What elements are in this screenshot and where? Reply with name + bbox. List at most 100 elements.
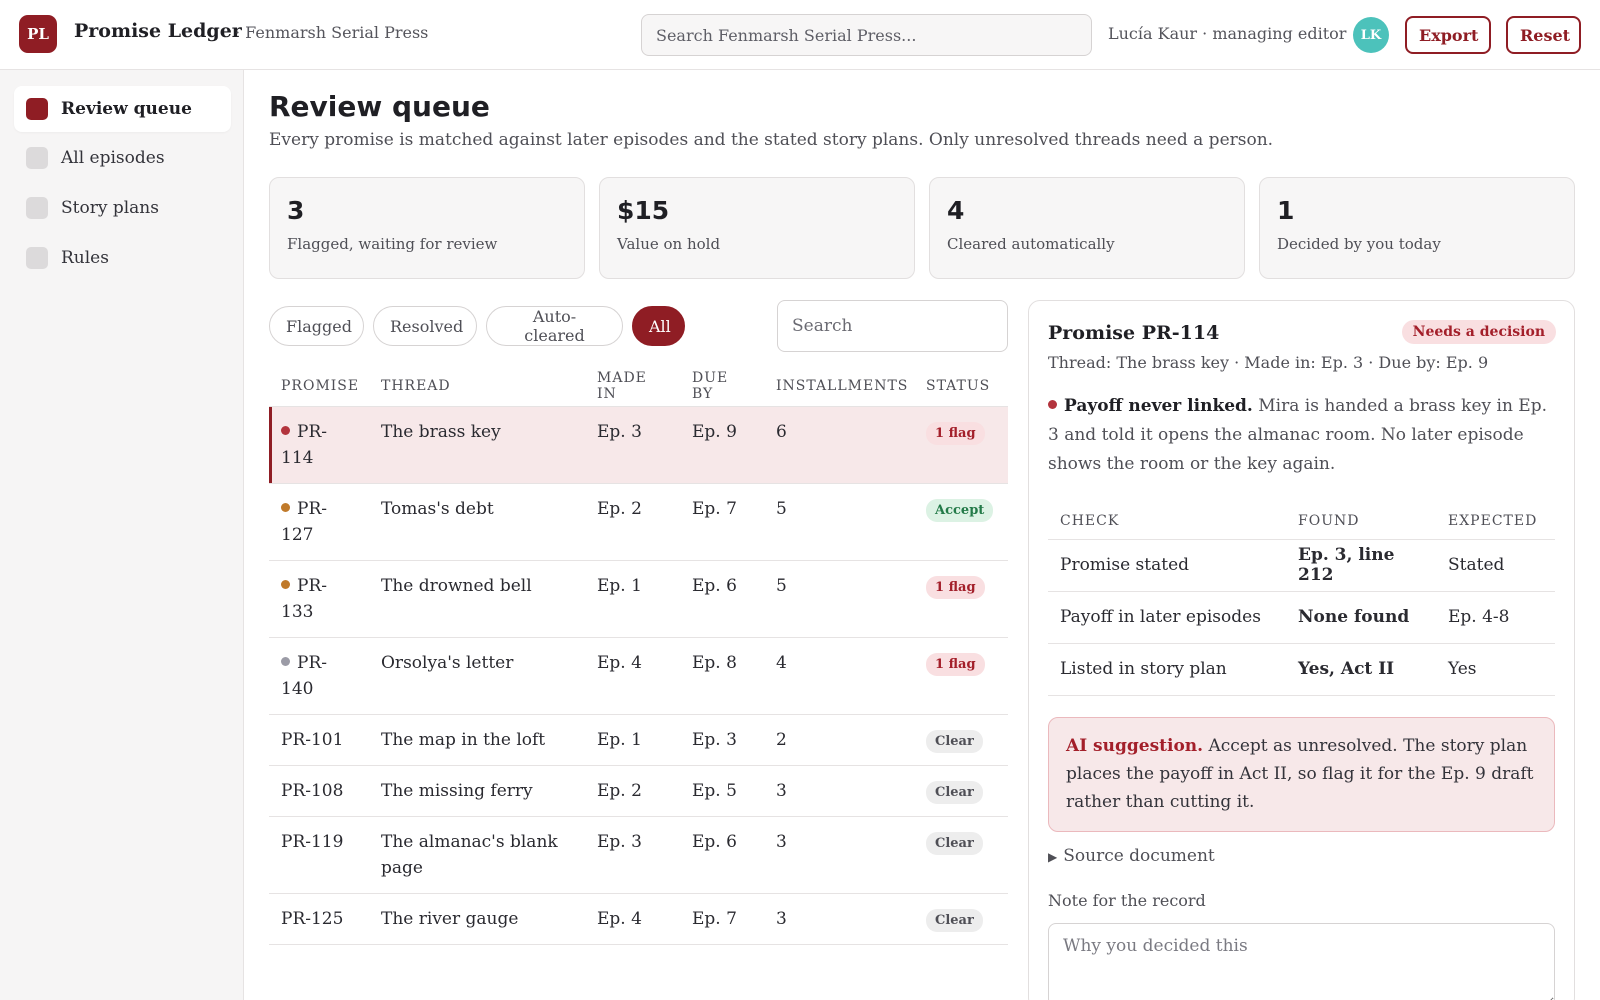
check-found[interactable]: Ep. 3, line 212 [1286, 538, 1436, 591]
thread-cell: The brass key [369, 405, 585, 483]
promise-id-cell: PR-101 [269, 713, 369, 765]
app-logo[interactable]: PL [19, 15, 57, 53]
made-in-cell-text: Ep. 3 [597, 421, 642, 442]
column-header[interactable]: DUE BY [692, 369, 729, 402]
review-queue-icon [26, 98, 48, 120]
stat-value: 3 [287, 196, 305, 225]
promise-id-cell-text: PR-133 [281, 575, 327, 622]
sidebar-item-label: Story plans [61, 198, 159, 218]
check-found[interactable]: Yes, Act II [1286, 642, 1436, 696]
due-by-cell-text: Ep. 7 [692, 498, 737, 519]
filter-flagged[interactable]: Flagged [269, 306, 364, 346]
priority-dot-icon [281, 502, 290, 512]
installments-cell-text: 3 [776, 780, 787, 801]
check-expected: Yes [1436, 642, 1555, 696]
table-row[interactable]: PR-133 The drowned bell Ep. 1 Ep. 6 5 1 flag [269, 559, 1008, 637]
made-in-cell: Ep. 3 [585, 405, 680, 483]
made-in-cell: Ep. 2 [585, 482, 680, 560]
ai-suggestion: AI suggestion. Accept as unresolved. The… [1048, 717, 1555, 832]
check-name: Payoff in later episodes [1048, 590, 1286, 643]
avatar[interactable]: LK [1353, 17, 1389, 53]
status-badge: Accept [926, 498, 994, 522]
status-cell: 1 flag [914, 559, 1008, 637]
installments-cell: 5 [764, 559, 914, 637]
due-by-cell: Ep. 5 [680, 764, 764, 816]
promise-detail-panel: Promise PR-114 Needs a decision Thread: … [1028, 300, 1575, 1000]
thread-cell: Tomas's debt [369, 482, 585, 560]
status-badge: Clear [926, 729, 983, 753]
promise-table: PROMISE THREAD MADE IN DUE BY INSTALLMEN… [269, 366, 1008, 945]
note-label: Note for the record [1048, 891, 1206, 910]
installments-cell: 3 [764, 815, 914, 893]
sidebar-item-rules[interactable]: Rules [14, 235, 231, 281]
table-row[interactable]: PR-101 The map in the loft Ep. 1 Ep. 3 2 Clea… [269, 713, 1008, 765]
installments-cell: 5 [764, 482, 914, 560]
table-row[interactable]: PR-127 Tomas's debt Ep. 2 Ep. 7 5 Accept [269, 482, 1008, 560]
story-plans-icon [26, 197, 48, 219]
status-badge: 1 flag [926, 575, 985, 599]
filter-resolved[interactable]: Resolved [373, 306, 477, 346]
installments-cell-text: 5 [776, 498, 787, 519]
table-row[interactable]: PR-108 The missing ferry Ep. 2 Ep. 5 3 Clear [269, 764, 1008, 816]
due-by-cell: Ep. 6 [680, 815, 764, 893]
column-header[interactable]: PROMISE [281, 377, 360, 394]
checks-header-row: CHECK FOUND EXPECTED [1048, 503, 1555, 539]
thread-cell-text: The drowned bell [381, 575, 532, 596]
installments-cell: 2 [764, 713, 914, 765]
column-header: EXPECTED [1448, 512, 1538, 529]
source-document-label: Source document [1063, 846, 1215, 866]
stat-label: Flagged, waiting for review [287, 235, 498, 253]
thread-cell-text: Orsolya's letter [381, 652, 514, 673]
reset-button[interactable]: Reset [1506, 16, 1581, 54]
installments-cell-text: 6 [776, 421, 787, 442]
page-title: Review queue [269, 90, 490, 123]
status-cell: Clear [914, 815, 1008, 893]
status-badge: Clear [926, 780, 983, 804]
due-by-cell: Ep. 6 [680, 559, 764, 637]
sidebar-item-review-queue[interactable]: Review queue [14, 86, 231, 132]
sidebar-item-label: All episodes [61, 148, 165, 168]
installments-cell-text: 4 [776, 652, 787, 673]
promise-id-cell-text: PR-101 [281, 729, 344, 750]
promise-id-cell-text: PR-125 [281, 908, 344, 929]
table-row[interactable]: PR-119 The almanac's blank page Ep. 3 Ep. 6… [269, 815, 1008, 893]
sidebar-item-label: Review queue [61, 99, 192, 119]
made-in-cell-text: Ep. 3 [597, 831, 642, 852]
column-header[interactable]: MADE IN [597, 369, 647, 402]
installments-cell: 3 [764, 764, 914, 816]
promise-id-cell: PR-119 [269, 815, 369, 893]
global-search-input[interactable] [641, 14, 1092, 56]
column-header[interactable]: INSTALLMENTS [776, 377, 909, 394]
thread-cell: The almanac's blank page [369, 815, 585, 893]
issue-dot-icon [1048, 400, 1057, 409]
source-document-toggle[interactable]: ▶ Source document [1048, 846, 1215, 866]
column-header[interactable]: THREAD [381, 377, 451, 394]
sidebar-item-all-episodes[interactable]: All episodes [14, 135, 231, 181]
filter-all[interactable]: All [632, 306, 685, 346]
status-cell: Clear [914, 713, 1008, 765]
stat-label: Value on hold [617, 235, 721, 253]
status-badge: 1 flag [926, 652, 985, 676]
note-field[interactable] [1048, 923, 1555, 1000]
thread-cell-text: The brass key [381, 421, 501, 442]
filter-auto-cleared[interactable]: Auto-cleared [486, 306, 623, 346]
due-by-cell-text: Ep. 6 [692, 575, 737, 596]
export-button[interactable]: Export [1405, 16, 1491, 54]
stat-card-cleared: 4 Cleared automatically [929, 177, 1245, 279]
checks-table: CHECK FOUND EXPECTED Promise stated Ep. … [1048, 503, 1555, 696]
thread-cell: The map in the loft [369, 713, 585, 765]
column-header[interactable]: STATUS [926, 377, 991, 394]
promise-id-cell-text: PR-114 [281, 421, 327, 468]
thread-cell: The river gauge [369, 892, 585, 945]
thread-cell-text: The map in the loft [381, 729, 546, 750]
sidebar-item-story-plans[interactable]: Story plans [14, 185, 231, 231]
table-row[interactable]: PR-114 The brass key Ep. 3 Ep. 9 6 1 flag [269, 405, 1008, 483]
promise-id-cell: PR-108 [269, 764, 369, 816]
stat-value: $15 [617, 196, 670, 225]
user-name: Lucía Kaur · managing editor [1108, 24, 1347, 43]
table-row[interactable]: PR-125 The river gauge Ep. 4 Ep. 7 3 Clear [269, 892, 1008, 945]
queue-search-input[interactable] [777, 300, 1008, 352]
table-row[interactable]: PR-140 Orsolya's letter Ep. 4 Ep. 8 4 1 flag [269, 636, 1008, 714]
status-badge: Clear [926, 831, 983, 855]
status-cell: Clear [914, 892, 1008, 945]
